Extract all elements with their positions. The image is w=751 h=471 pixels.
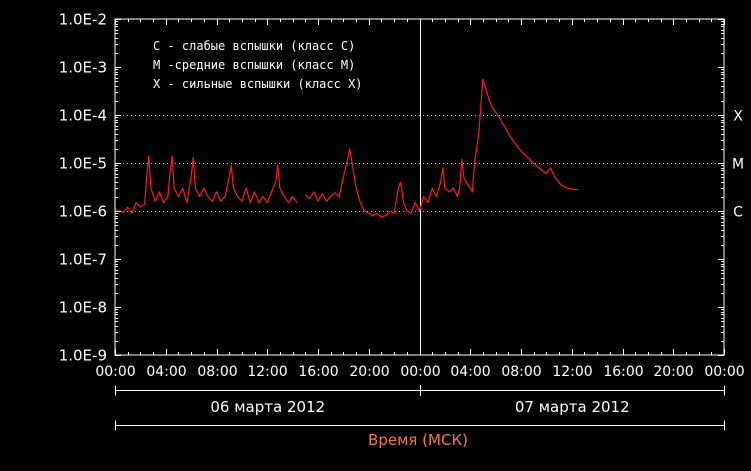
x-tick-label: 00:00 [400, 364, 440, 380]
plot-border [114, 18, 725, 356]
x-tick-label: 12:00 [552, 364, 592, 380]
series-layer [114, 78, 579, 218]
date-label: 07 марта 2012 [515, 398, 630, 416]
date-axis: 06 марта 2012 07 марта 2012 [115, 385, 725, 431]
y-tick-label: 1.0E-5 [59, 155, 107, 173]
legend-entry: С - слабые вспышки (класс С) [153, 39, 355, 53]
y-tick-label: 1.0E-4 [59, 107, 107, 125]
y-tick-label: 1.0E-9 [59, 347, 107, 365]
y-tick-label: 1.0E-7 [59, 251, 107, 269]
x-axis-title: Время (МСК) [368, 431, 468, 449]
x-tick-label: 16:00 [298, 364, 338, 380]
y-axis: 1.0E-9 1.0E-8 1.0E-7 1.0E-6 1.0E-5 1.0E-4 1.0E… [59, 11, 724, 365]
x-tick-label: 08:00 [197, 364, 237, 380]
flare-class-markers: X M C [732, 109, 744, 221]
legend: С - слабые вспышки (класс С) М -средние в… [153, 39, 363, 91]
x-tick-label: 16:00 [603, 364, 643, 380]
flare-class-label: M [732, 157, 744, 173]
flare-class-label: X [733, 109, 743, 125]
y-tick-label: 1.0E-8 [59, 299, 107, 317]
x-tick-label: 12:00 [247, 364, 287, 380]
legend-entry: М -средние вспышки (класс М) [153, 58, 355, 72]
flare-class-label: C [733, 205, 743, 221]
x-tick-label: 08:00 [501, 364, 541, 380]
x-tick-label: 04:00 [450, 364, 490, 380]
y-tick-label: 1.0E-2 [59, 11, 107, 29]
y-tick-label: 1.0E-6 [59, 203, 107, 221]
flux-line-segment [114, 155, 298, 214]
x-tick-label: 00:00 [704, 364, 744, 380]
date-label: 06 марта 2012 [210, 398, 325, 416]
flux-line-segment [304, 78, 579, 218]
x-tick-label: 04:00 [146, 364, 186, 380]
x-tick-label: 00:00 [95, 364, 135, 380]
y-tick-label: 1.0E-3 [59, 59, 107, 77]
x-axis: 00:00 04:00 08:00 12:00 16:00 20:00 00:00 04:00… [95, 19, 745, 380]
plot-frame [114, 18, 725, 356]
x-tick-label: 20:00 [349, 364, 389, 380]
legend-entry: Х - сильные вспышки (класс Х) [153, 77, 363, 91]
x-tick-label: 20:00 [653, 364, 693, 380]
